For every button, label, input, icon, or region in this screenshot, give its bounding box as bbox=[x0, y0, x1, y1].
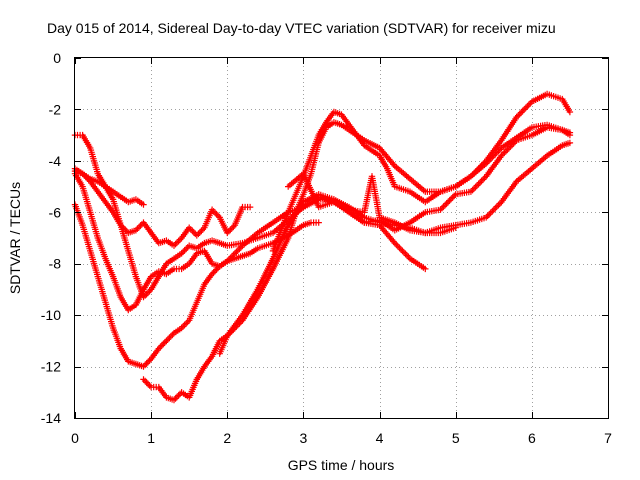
grid bbox=[75, 58, 608, 418]
plot-frame bbox=[74, 57, 609, 419]
x-tick-label: 7 bbox=[604, 430, 612, 446]
series-sat-f bbox=[140, 124, 574, 404]
y-tick-label: -10 bbox=[41, 307, 61, 323]
series-markers bbox=[269, 90, 574, 255]
series-markers bbox=[285, 170, 459, 237]
series-line bbox=[74, 142, 571, 368]
series-markers bbox=[216, 119, 574, 357]
series-markers bbox=[71, 139, 574, 370]
y-tick-label: -14 bbox=[41, 410, 61, 426]
y-tick-label: -8 bbox=[49, 256, 62, 272]
y-axis-title: SDTVAR / TECUs bbox=[7, 182, 23, 294]
series-sat-b bbox=[71, 165, 254, 249]
axis-ticks: 0 1 2 3 4 5 6 7 0 -2 -4 -6 -8 -10 -12 -14 bbox=[41, 50, 612, 446]
x-tick-label: 3 bbox=[300, 430, 308, 446]
y-tick-label: -2 bbox=[49, 101, 62, 117]
series-sat-g bbox=[216, 119, 574, 357]
series-markers bbox=[140, 124, 574, 404]
series-sat-i bbox=[285, 170, 459, 237]
x-tick-label: 4 bbox=[376, 430, 384, 446]
x-tick-label: 1 bbox=[147, 430, 155, 446]
series-line bbox=[219, 121, 571, 354]
x-axis-title: GPS time / hours bbox=[288, 457, 395, 473]
y-tick-label: -6 bbox=[49, 204, 62, 220]
x-tick-label: 0 bbox=[71, 430, 79, 446]
y-tick-label: -12 bbox=[41, 359, 61, 375]
x-tick-label: 6 bbox=[528, 430, 536, 446]
series-line bbox=[74, 170, 426, 299]
data-series bbox=[71, 90, 574, 404]
y-tick-label: -4 bbox=[49, 153, 62, 169]
series-sat-h bbox=[269, 90, 574, 255]
x-tick-label: 2 bbox=[223, 430, 231, 446]
x-tick-label: 5 bbox=[452, 430, 460, 446]
y-tick-label: 0 bbox=[53, 50, 61, 66]
chart-title: Day 015 of 2014, Sidereal Day-to-day VTE… bbox=[47, 20, 556, 36]
series-sat-e bbox=[71, 139, 574, 370]
